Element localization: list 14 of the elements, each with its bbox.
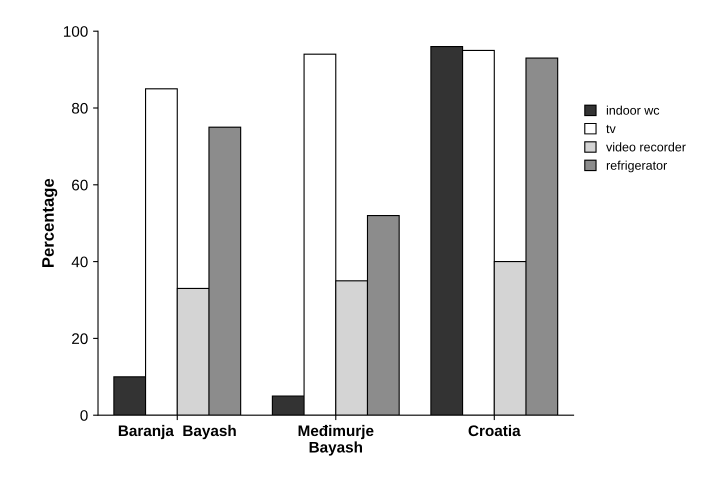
legend-label: refrigerator [606, 160, 667, 172]
y-tick-label: 60 [72, 180, 88, 190]
y-axis-title: Percentage [42, 178, 58, 268]
legend-label: tv [606, 124, 616, 134]
y-tick-label: 80 [72, 102, 88, 114]
x-tick-label: Baranja Bayash [118, 424, 236, 440]
x-tick-label: Croatia [468, 424, 521, 436]
y-tick-label: 100 [64, 26, 88, 37]
y-tick-label: 40 [72, 256, 88, 268]
y-tick-label: 0 [80, 410, 88, 421]
x-tick-label: Međimurje Bayash [298, 424, 374, 456]
legend-label: video recorder [606, 142, 686, 152]
legend-label: indoor wc [606, 106, 660, 115]
y-tick-label: 20 [72, 333, 88, 344]
